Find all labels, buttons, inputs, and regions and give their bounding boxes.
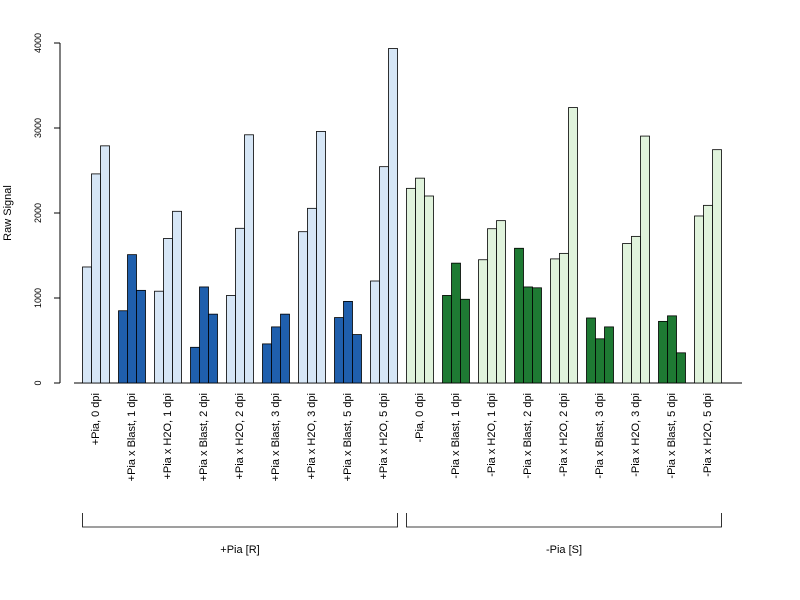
x-tick-label: -Pia x Blast, 3 dpi bbox=[594, 393, 606, 479]
y-axis-label: Raw Signal bbox=[2, 185, 14, 241]
y-tick-label: 0 bbox=[33, 380, 43, 385]
bar bbox=[226, 295, 236, 384]
group-bracket bbox=[406, 513, 722, 528]
bar bbox=[496, 220, 506, 384]
x-tick-label: +Pia x H2O, 1 dpi bbox=[162, 393, 174, 480]
bar bbox=[163, 238, 173, 384]
bar bbox=[244, 134, 254, 384]
bar bbox=[307, 207, 317, 384]
bar bbox=[406, 187, 416, 384]
bar bbox=[136, 289, 146, 384]
bar bbox=[640, 135, 650, 384]
bar bbox=[280, 313, 290, 384]
x-tick-label: +Pia x Blast, 3 dpi bbox=[270, 393, 282, 481]
bar bbox=[127, 254, 137, 384]
y-tick-label: 3000 bbox=[33, 118, 43, 138]
bar bbox=[316, 130, 326, 384]
x-tick-label: +Pia x Blast, 1 dpi bbox=[126, 393, 138, 481]
bar bbox=[631, 235, 641, 384]
x-tick-label: +Pia x H2O, 3 dpi bbox=[306, 393, 318, 480]
bar bbox=[523, 286, 533, 384]
bar bbox=[235, 227, 245, 384]
bar bbox=[118, 310, 128, 384]
bar bbox=[451, 262, 461, 384]
bars bbox=[82, 48, 722, 384]
bar bbox=[712, 149, 722, 384]
bar bbox=[415, 177, 425, 384]
bar bbox=[487, 228, 497, 384]
bar bbox=[667, 315, 677, 384]
bar bbox=[370, 280, 380, 384]
y-axis: 0 1000 2000 3000 4000 bbox=[33, 33, 61, 386]
x-tick-label: +Pia x Blast, 5 dpi bbox=[342, 393, 354, 481]
bar bbox=[550, 258, 560, 384]
bar bbox=[199, 286, 209, 384]
bar bbox=[559, 252, 569, 384]
bar bbox=[595, 338, 605, 384]
bar bbox=[442, 295, 452, 384]
bar bbox=[271, 326, 281, 384]
x-tick-label: -Pia, 0 dpi bbox=[414, 393, 426, 443]
bar bbox=[100, 145, 110, 384]
bar bbox=[514, 247, 524, 384]
group-label: -Pia [S] bbox=[546, 544, 582, 556]
bar bbox=[172, 210, 182, 384]
bar bbox=[262, 343, 272, 384]
bar bbox=[694, 215, 704, 384]
x-tick-label: +Pia, 0 dpi bbox=[90, 393, 102, 445]
bar bbox=[334, 317, 344, 384]
x-tick-label: -Pia x Blast, 1 dpi bbox=[450, 393, 462, 479]
bar bbox=[208, 313, 218, 384]
bar bbox=[676, 352, 686, 384]
bar bbox=[82, 266, 92, 384]
y-tick-label: 2000 bbox=[33, 203, 43, 223]
x-tick-label: -Pia x H2O, 2 dpi bbox=[558, 393, 570, 477]
x-tick-label: -Pia x H2O, 1 dpi bbox=[486, 393, 498, 477]
bar bbox=[190, 346, 200, 384]
bar bbox=[352, 334, 362, 384]
bar bbox=[91, 173, 101, 384]
x-tick-label: +Pia x Blast, 2 dpi bbox=[198, 393, 210, 481]
bar bbox=[658, 320, 668, 384]
bar bbox=[388, 48, 398, 384]
y-tick-label: 1000 bbox=[33, 288, 43, 308]
x-tick-label: -Pia x H2O, 5 dpi bbox=[702, 393, 714, 477]
x-tick-labels: +Pia, 0 dpi +Pia x Blast, 1 dpi +Pia x H2O… bbox=[90, 393, 714, 481]
group-bracket bbox=[82, 513, 398, 528]
x-tick-label: -Pia x H2O, 3 dpi bbox=[630, 393, 642, 477]
bar bbox=[568, 107, 578, 384]
bar bbox=[622, 243, 632, 384]
bar bbox=[298, 231, 308, 384]
group-brackets: +Pia [R] -Pia [S] bbox=[82, 513, 722, 556]
bar bbox=[460, 298, 470, 384]
bar bbox=[424, 195, 434, 384]
bar bbox=[343, 300, 353, 384]
bar bbox=[154, 290, 164, 384]
x-tick-label: -Pia x Blast, 2 dpi bbox=[522, 393, 534, 479]
x-tick-label: +Pia x H2O, 5 dpi bbox=[378, 393, 390, 480]
group-label: +Pia [R] bbox=[220, 544, 259, 556]
bar bbox=[604, 326, 614, 384]
bar bbox=[379, 166, 389, 384]
bar bbox=[478, 259, 488, 384]
y-tick-label: 4000 bbox=[33, 33, 43, 53]
bar bbox=[703, 204, 713, 384]
bar bbox=[586, 317, 596, 384]
bar bbox=[532, 287, 542, 384]
x-tick-label: -Pia x Blast, 5 dpi bbox=[666, 393, 678, 479]
x-tick-label: +Pia x H2O, 2 dpi bbox=[234, 393, 246, 480]
